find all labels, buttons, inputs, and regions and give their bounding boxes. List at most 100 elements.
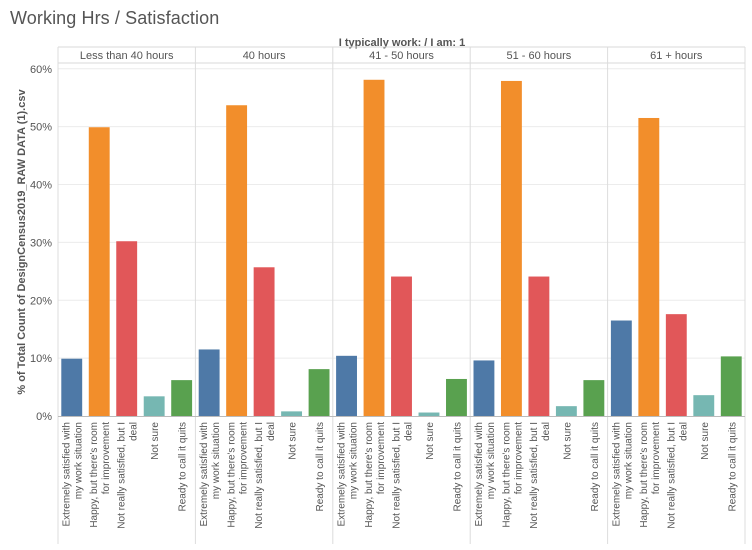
chart-title: Working Hrs / Satisfaction: [10, 8, 220, 28]
panel-label: 61 + hours: [650, 50, 703, 62]
bar: [171, 380, 193, 416]
x-tick-label: Ready to call it quits: [727, 422, 738, 512]
bar: [473, 360, 495, 416]
x-tick-label-group: Extremely satisfied with my work situatio…: [611, 422, 634, 526]
x-tick-label: Extremely satisfied with: [611, 422, 622, 526]
x-tick-label: Happy, but there's room: [364, 422, 375, 528]
x-tick-label: Ready to call it quits: [315, 422, 326, 512]
x-tick-label: Happy, but there's room: [227, 422, 238, 528]
x-tick-label-group: Happy, but there's room for improvement: [364, 422, 387, 528]
y-axis-label: % of Total Count of DesignCensus2019_RAW…: [16, 89, 28, 395]
y-tick-label: 50%: [30, 122, 52, 134]
x-tick-label: Not really satisfied, but I: [117, 422, 128, 529]
panel-label: 51 - 60 hours: [506, 50, 571, 62]
x-tick-label-group: Not sure: [700, 422, 711, 460]
x-tick-label: deal: [129, 422, 140, 441]
x-tick-label: Happy, but there's room: [501, 422, 512, 528]
x-tick-label-group: Extremely satisfied with my work situatio…: [199, 422, 222, 526]
x-tick-label: my work situation: [623, 422, 634, 499]
x-tick-label: Ready to call it quits: [452, 422, 463, 512]
x-tick-label: Extremely satisfied with: [337, 422, 348, 526]
x-tick-label-group: Extremely satisfied with my work situatio…: [474, 422, 497, 526]
x-tick-label: Not really satisfied, but I: [392, 422, 403, 529]
x-tick-label-group: Ready to call it quits: [178, 422, 189, 512]
x-tick-label: Extremely satisfied with: [474, 422, 485, 526]
x-tick-label-group: Not sure: [288, 422, 299, 460]
bar: [143, 396, 165, 416]
x-tick-label: deal: [541, 422, 552, 441]
bar: [336, 355, 357, 416]
x-tick-label: my work situation: [486, 422, 497, 499]
x-tick-label: for improvement: [376, 422, 387, 494]
bar: [418, 412, 440, 416]
x-tick-label: Not sure: [425, 422, 436, 460]
bar: [555, 406, 577, 416]
bar: [446, 378, 467, 416]
x-tick-label: Not sure: [562, 422, 573, 460]
bar: [665, 314, 687, 416]
x-tick-label: Not sure: [150, 422, 161, 460]
bar: [528, 276, 550, 416]
x-tick-label: for improvement: [101, 422, 112, 494]
bar: [583, 380, 605, 416]
x-tick-label-group: Happy, but there's room for improvement: [89, 422, 112, 528]
bars: [61, 79, 742, 417]
x-tick-label: my work situation: [74, 422, 85, 499]
bar: [226, 105, 248, 416]
x-tick-label: Not sure: [700, 422, 711, 460]
x-tick-label-group: Not sure: [150, 422, 161, 460]
x-tick-label: Not really satisfied, but I: [254, 422, 265, 529]
y-tick-label: 60%: [30, 64, 52, 76]
bar: [500, 80, 522, 417]
x-tick-label: Not really satisfied, but I: [666, 422, 677, 529]
x-tick-label-group: Happy, but there's room for improvement: [639, 422, 662, 528]
x-tick-label: deal: [404, 422, 415, 441]
x-tick-label-group: Ready to call it quits: [452, 422, 463, 512]
panel-header-label: I typically work: / I am: 1: [339, 37, 466, 49]
x-tick-label: my work situation: [349, 422, 360, 499]
bar: [363, 79, 385, 416]
bar: [281, 411, 303, 416]
bar: [61, 358, 83, 416]
x-tick-label: my work situation: [211, 422, 222, 499]
bar: [638, 117, 660, 417]
x-tick-label: deal: [266, 422, 277, 441]
bar: [116, 241, 138, 416]
x-tick-label: for improvement: [513, 422, 524, 494]
y-tick-label: 20%: [30, 295, 52, 307]
x-tick-label: Extremely satisfied with: [62, 422, 73, 526]
x-tick-label-group: Extremely satisfied with my work situatio…: [337, 422, 360, 526]
x-tick-label: Happy, but there's room: [639, 422, 650, 528]
x-tick-label: Happy, but there's room: [89, 422, 100, 528]
x-tick-label: Ready to call it quits: [590, 422, 601, 512]
x-tick-label: for improvement: [239, 422, 250, 494]
y-tick-label: 30%: [30, 237, 52, 249]
panel-label: 40 hours: [243, 50, 286, 62]
x-tick-label: Not really satisfied, but I: [529, 422, 540, 529]
bar: [391, 276, 412, 416]
bar: [88, 127, 110, 416]
x-tick-label: Extremely satisfied with: [199, 422, 210, 526]
bar: [253, 267, 275, 416]
panel-label: 41 - 50 hours: [369, 50, 434, 62]
x-tick-label: deal: [678, 422, 689, 441]
x-tick-label-group: Happy, but there's room for improvement: [227, 422, 250, 528]
x-tick-label-group: Not sure: [425, 422, 436, 460]
y-tick-label: 40%: [30, 180, 52, 192]
x-tick-label: Ready to call it quits: [178, 422, 189, 512]
x-tick-label-group: Ready to call it quits: [590, 422, 601, 512]
bar: [198, 349, 220, 416]
bar: [693, 395, 715, 416]
x-tick-label-group: Happy, but there's room for improvement: [501, 422, 524, 528]
x-tick-label-group: Ready to call it quits: [727, 422, 738, 512]
x-tick-label-group: Extremely satisfied with my work situatio…: [62, 422, 85, 526]
x-tick-label-group: Ready to call it quits: [315, 422, 326, 512]
x-axis: Extremely satisfied with my work situatio…: [62, 422, 739, 529]
panels: Less than 40 hours 40 hours 41 - 50 hours 5…: [57, 46, 746, 544]
bar: [720, 356, 742, 416]
